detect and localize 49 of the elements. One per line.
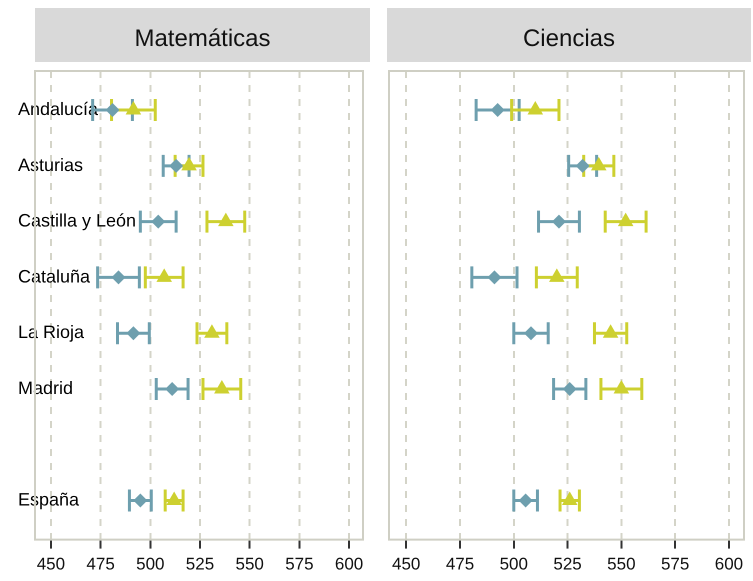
point — [490, 103, 505, 118]
x-tick-label: 450 — [36, 554, 66, 574]
y-tick-label: España — [18, 490, 80, 510]
y-tick-label: Asturias — [18, 154, 84, 175]
point — [562, 492, 578, 506]
point — [562, 382, 577, 396]
point — [214, 380, 230, 394]
point — [126, 326, 140, 340]
chart-title: Matemáticas — [35, 8, 370, 62]
point — [181, 156, 197, 170]
x-tick-label: 475 — [86, 554, 115, 574]
point — [111, 270, 126, 284]
x-tick-label: 550 — [236, 554, 264, 574]
point — [618, 212, 634, 226]
point — [106, 103, 120, 118]
point — [156, 268, 172, 282]
x-tick-label: 525 — [553, 554, 582, 574]
y-tick-label: Cataluña — [18, 266, 92, 286]
point — [204, 324, 220, 338]
point — [166, 492, 182, 506]
x-tick-label: 600 — [334, 554, 364, 574]
y-tick-label: Madrid — [18, 378, 74, 398]
x-tick-label: 525 — [186, 554, 214, 574]
point — [518, 494, 533, 508]
point — [133, 494, 148, 508]
point — [552, 214, 566, 229]
point — [487, 270, 502, 284]
point — [524, 326, 538, 340]
x-tick-label: 550 — [607, 554, 636, 574]
point — [126, 101, 142, 115]
x-tick-label: 575 — [660, 554, 690, 574]
point — [614, 380, 630, 394]
x-tick-label: 575 — [285, 554, 314, 574]
point — [576, 158, 590, 173]
point — [549, 268, 565, 282]
chart-title: Ciencias — [387, 8, 751, 62]
point — [218, 212, 234, 226]
x-tick-label: 450 — [392, 554, 420, 574]
x-tick-label: 600 — [714, 554, 744, 574]
point — [590, 156, 607, 170]
point — [151, 214, 166, 229]
x-tick-label: 475 — [446, 554, 474, 574]
x-tick-label: 500 — [136, 554, 164, 574]
x-tick-label: 500 — [500, 554, 528, 574]
point — [165, 382, 180, 396]
y-tick-label: Castilla y León — [18, 210, 136, 231]
point — [528, 101, 544, 115]
point — [169, 158, 184, 173]
point — [602, 324, 618, 338]
